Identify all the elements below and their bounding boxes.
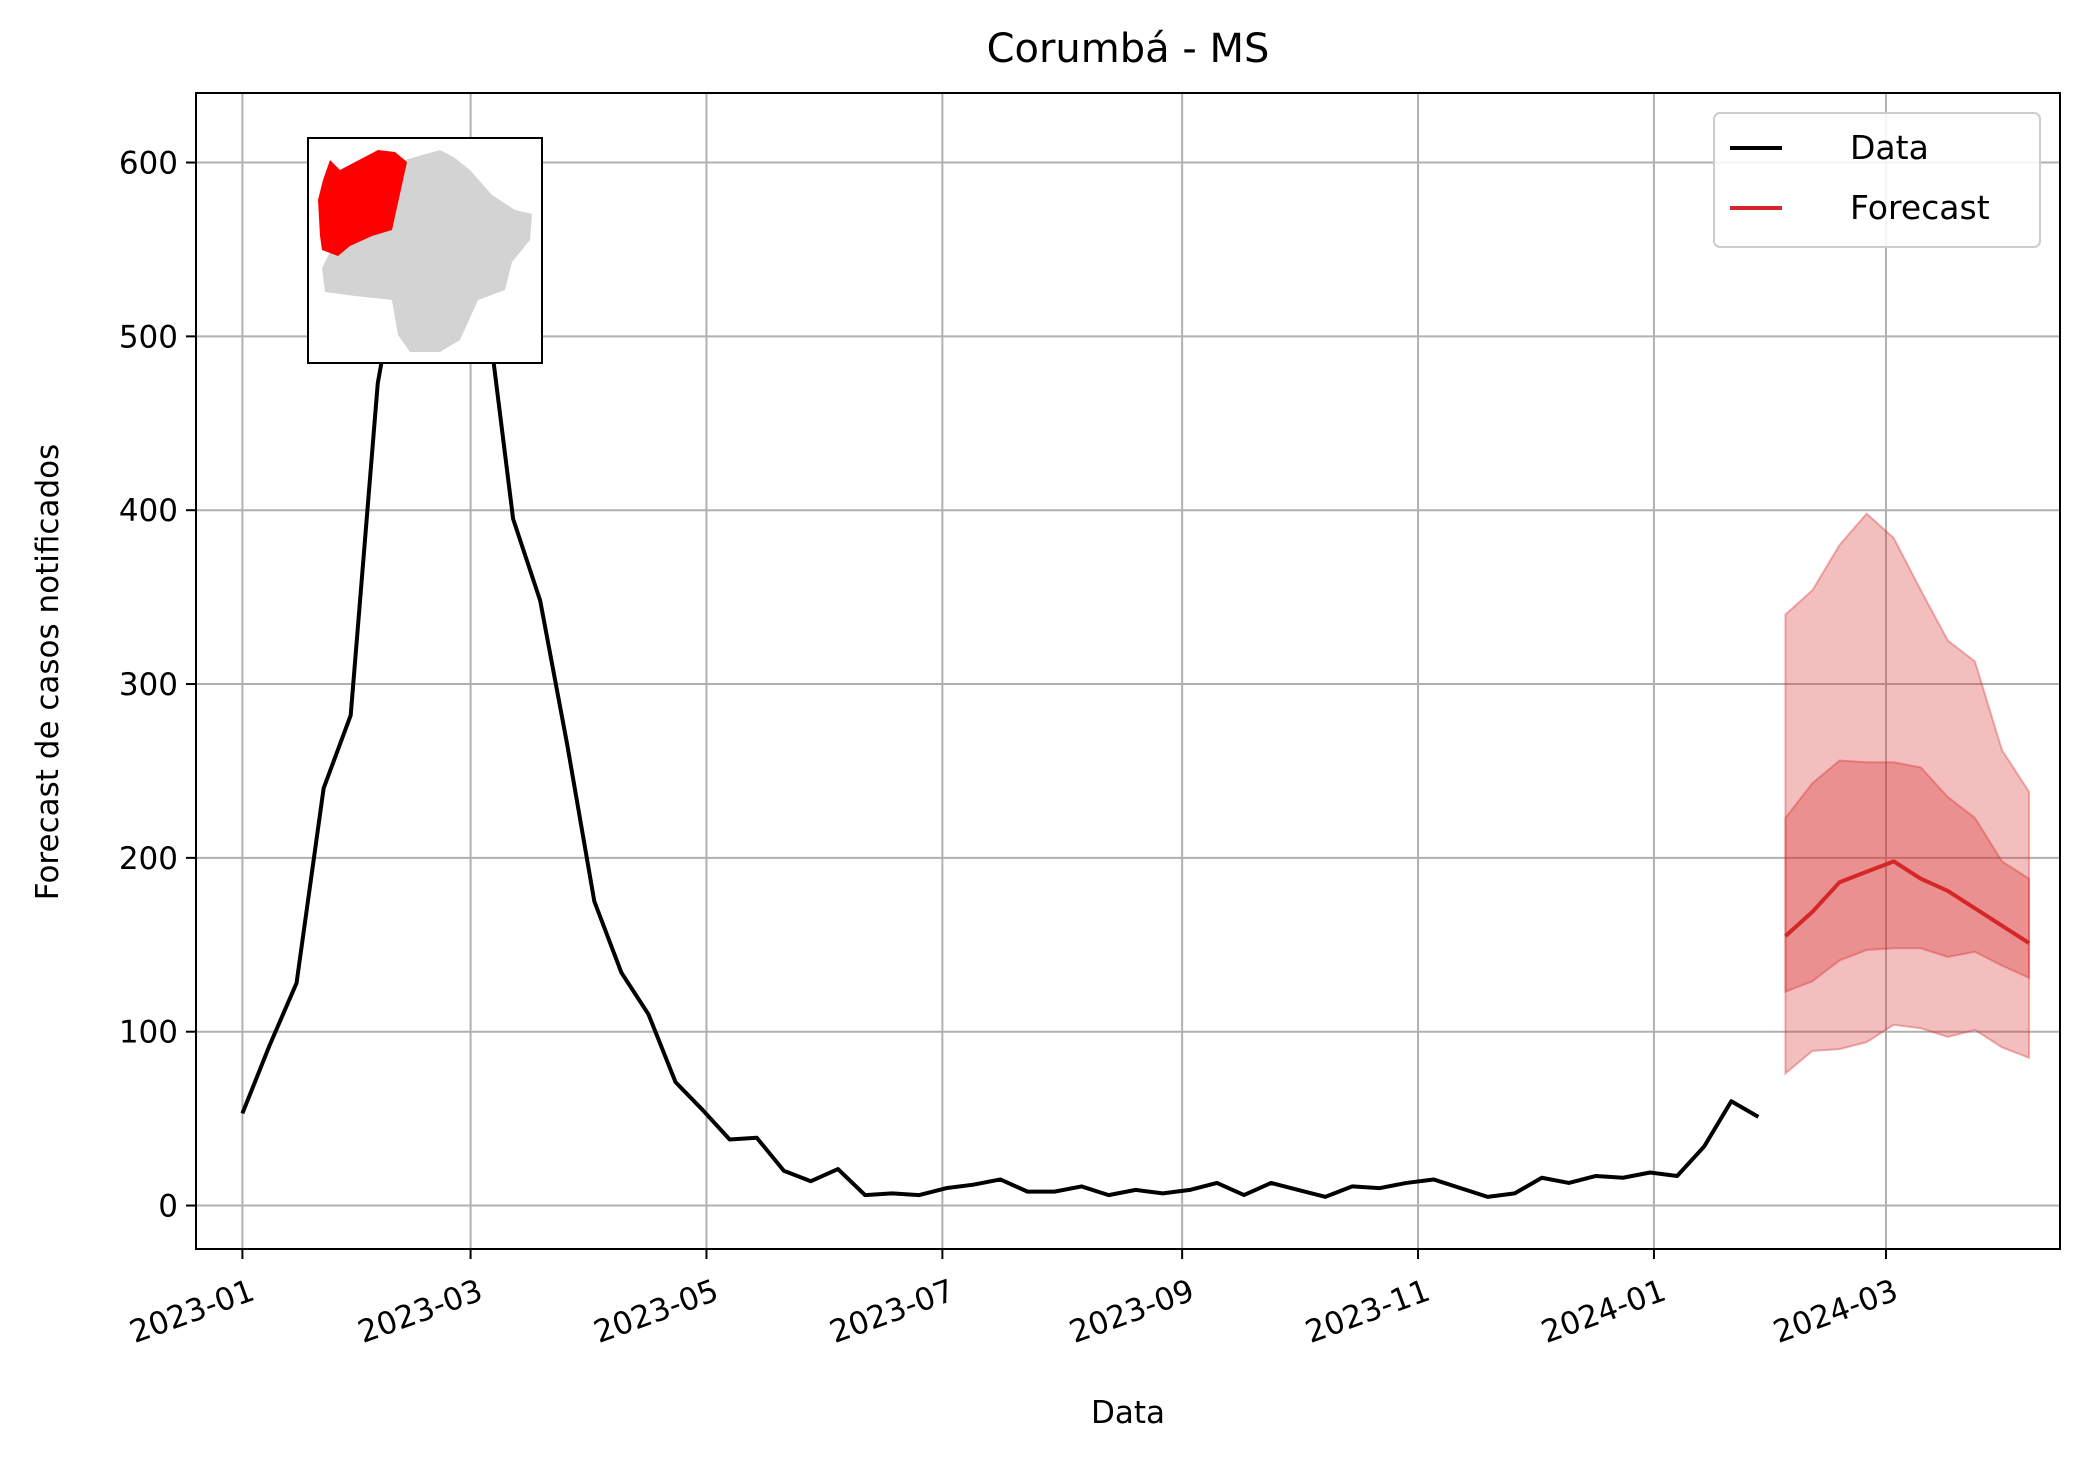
forecast-band-90 [1784, 512, 2031, 1076]
y-tick-label: 400 [119, 493, 178, 529]
legend-box [1713, 112, 2041, 248]
y-axis-label: Forecast de casos notificados [30, 444, 66, 901]
forecast-median-line [1784, 859, 2031, 945]
y-tick-label: 500 [119, 319, 178, 355]
chart-title: Corumbá - MS [987, 26, 1270, 72]
series-lines [240, 195, 2031, 1199]
legend-data-label: Data [1850, 128, 1929, 167]
y-tick-label: 200 [119, 841, 178, 877]
forecast-band-50 [1784, 759, 2031, 994]
state-map-icon [322, 150, 532, 352]
y-tick-label: 100 [119, 1015, 178, 1051]
legend: Data Forecast [1713, 112, 2041, 248]
data-series-line [240, 195, 1760, 1199]
highlighted-municipality [318, 150, 407, 256]
x-axis-label: Data [1091, 1395, 1165, 1431]
y-tick-label: 600 [119, 146, 178, 182]
inset-map [307, 137, 543, 364]
y-tick-label: 300 [119, 667, 178, 703]
forecast-bands [1784, 512, 2031, 1076]
legend-forecast-label: Forecast [1850, 188, 1990, 227]
plot-frame [195, 92, 2061, 1250]
grid-lines [196, 93, 2060, 1249]
y-tick-label: 0 [158, 1189, 178, 1225]
